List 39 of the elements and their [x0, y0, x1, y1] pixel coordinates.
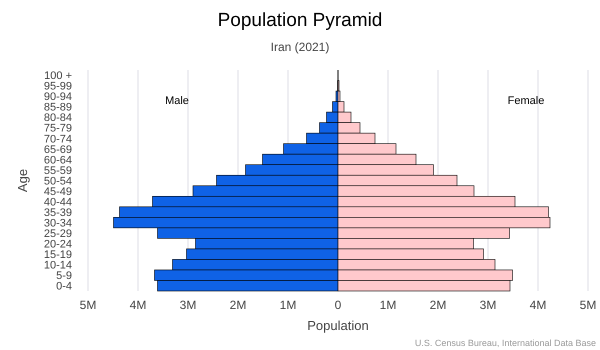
x-tick-label: 5M — [580, 298, 596, 312]
chart-title: Population Pyramid — [218, 10, 382, 31]
y-tick-label: 40-44 — [44, 196, 72, 208]
y-tick-label: 70-74 — [44, 133, 72, 146]
y-tick-label: 65-69 — [44, 144, 72, 156]
y-tick-label: 10-14 — [44, 260, 72, 272]
y-axis-title: Age — [15, 168, 30, 192]
y-tick-label: 45-49 — [44, 186, 72, 198]
y-tick-label: 25-29 — [44, 228, 72, 240]
y-tick-label: 0-4 — [56, 280, 72, 293]
y-tick-label: 50-54 — [44, 175, 72, 188]
x-tick-label: 1M — [280, 298, 296, 312]
x-tick-label: 4M — [530, 298, 546, 312]
text: U.S. Census Bureau, International Data Base — [414, 338, 596, 348]
y-tick-label: 75-79 — [44, 122, 72, 135]
y-tick-label: 5-9 — [56, 270, 72, 282]
y-tick-label: 95-99 — [44, 80, 72, 93]
y-tick-label: 85-89 — [44, 102, 72, 114]
x-tick-label: 2M — [230, 298, 246, 312]
x-tick-label: 5M — [80, 298, 96, 312]
y-tick-label: 20-24 — [44, 238, 72, 250]
y-tick-label: 100 + — [44, 70, 72, 82]
x-tick-label: 0 — [334, 298, 342, 312]
x-axis-title: Population — [307, 318, 369, 333]
y-tick-label: 35-39 — [44, 206, 72, 219]
chart-subtitle: Iran (2021) — [270, 40, 330, 54]
x-tick-label: 4M — [130, 298, 146, 312]
x-tick-label: 1M — [380, 298, 396, 312]
y-tick-label: 60-64 — [44, 154, 72, 166]
x-tick-label: 3M — [480, 298, 496, 312]
y-tick-label: 30-34 — [44, 217, 72, 230]
y-tick-label: 55-59 — [44, 164, 72, 177]
x-tick-label: 3M — [180, 298, 196, 312]
x-tick-label: 2M — [430, 298, 446, 312]
text: Male — [165, 95, 189, 107]
y-tick-label: 80-84 — [44, 112, 72, 124]
text: Female — [508, 95, 544, 107]
y-tick-label: 90-94 — [44, 91, 72, 104]
y-tick-label: 15-19 — [44, 249, 72, 262]
